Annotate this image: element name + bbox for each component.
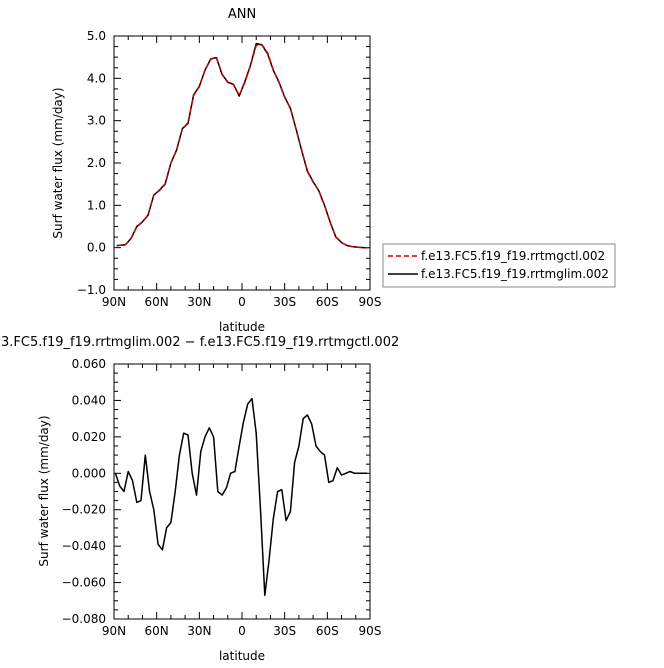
top-x-tick-label: 30N bbox=[187, 295, 211, 309]
top-series-group bbox=[116, 42, 369, 249]
bottom-y-tick-label: 0.040 bbox=[72, 393, 106, 407]
bottom-y-tick-label: −0.060 bbox=[62, 576, 106, 590]
bottom-x-tick-label: 30S bbox=[273, 624, 296, 638]
bottom-chart-title: 3.FC5.f19_f19.rrtmglim.002 − f.e13.FC5.f… bbox=[1, 335, 399, 350]
top-panel: ANN 90N 60N 30N 0 30S 60S 90S −1.0 0.0 1.0 2.0 3.0 4… bbox=[51, 7, 381, 334]
legend-label-lim: f.e13.FC5.f19_f19.rrtmglim.002 bbox=[421, 267, 609, 281]
bottom-x-tick-label: 60N bbox=[145, 624, 169, 638]
top-y-tick-label: 4.0 bbox=[87, 71, 106, 85]
top-plot-frame bbox=[113, 35, 371, 291]
top-x-tick-label: 60S bbox=[316, 295, 339, 309]
top-x-tick-label: 60N bbox=[145, 295, 169, 309]
legend-box bbox=[382, 243, 616, 288]
bottom-y-tick-label: 0.000 bbox=[72, 466, 106, 480]
legend-label-ctl: f.e13.FC5.f19_f19.rrtmgctl.002 bbox=[421, 249, 605, 263]
top-y-tick-label: 1.0 bbox=[87, 198, 106, 212]
bottom-x-tick-label: 90N bbox=[102, 624, 126, 638]
top-axis-ticks: 90N 60N 30N 0 30S 60S 90S −1.0 0.0 1.0 2.0 3.0 4.0 5.… bbox=[77, 29, 382, 309]
bottom-panel: 3.FC5.f19_f19.rrtmglim.002 − f.e13.FC5.f… bbox=[1, 335, 399, 663]
bottom-y-tick-label: −0.020 bbox=[62, 503, 106, 517]
legend: f.e13.FC5.f19_f19.rrtmgctl.002 f.e13.FC5… bbox=[382, 243, 616, 288]
top-series-line-0 bbox=[116, 43, 369, 249]
bottom-y-tick-label: 0.020 bbox=[72, 430, 106, 444]
top-x-tick-label: 90S bbox=[359, 295, 382, 309]
bottom-y-axis-label: Surf water flux (mm/day) bbox=[37, 415, 51, 566]
top-y-tick-label: 5.0 bbox=[87, 29, 106, 43]
bottom-series-group bbox=[114, 397, 368, 597]
bottom-x-tick-label: 60S bbox=[316, 624, 339, 638]
top-y-tick-label: 3.0 bbox=[87, 114, 106, 128]
bottom-y-tick-label: 0.060 bbox=[72, 357, 106, 371]
bottom-x-axis-label: latitude bbox=[219, 649, 265, 663]
bottom-axis-ticks: 90N 60N 30N 0 30S 60S 90S −0.080 −0.060 −0.040 −0.… bbox=[62, 357, 382, 638]
top-y-tick-label: 2.0 bbox=[87, 156, 106, 170]
top-x-tick-label: 0 bbox=[238, 295, 246, 309]
top-x-tick-label: 90N bbox=[102, 295, 126, 309]
top-x-axis-label: latitude bbox=[219, 320, 265, 334]
bottom-y-tick-label: −0.080 bbox=[62, 612, 106, 626]
bottom-x-tick-label: 90S bbox=[359, 624, 382, 638]
top-y-tick-label: 0.0 bbox=[87, 241, 106, 255]
bottom-x-tick-label: 0 bbox=[238, 624, 246, 638]
bottom-plot-frame bbox=[113, 363, 371, 620]
top-series-line-1 bbox=[116, 42, 369, 249]
top-x-tick-label: 30S bbox=[273, 295, 296, 309]
bottom-series-line-0 bbox=[114, 397, 368, 597]
top-y-axis-label: Surf water flux (mm/day) bbox=[51, 87, 65, 238]
top-y-tick-label: −1.0 bbox=[77, 283, 106, 297]
top-chart-title: ANN bbox=[228, 7, 256, 22]
bottom-y-tick-label: −0.040 bbox=[62, 539, 106, 553]
bottom-x-tick-label: 30N bbox=[187, 624, 211, 638]
